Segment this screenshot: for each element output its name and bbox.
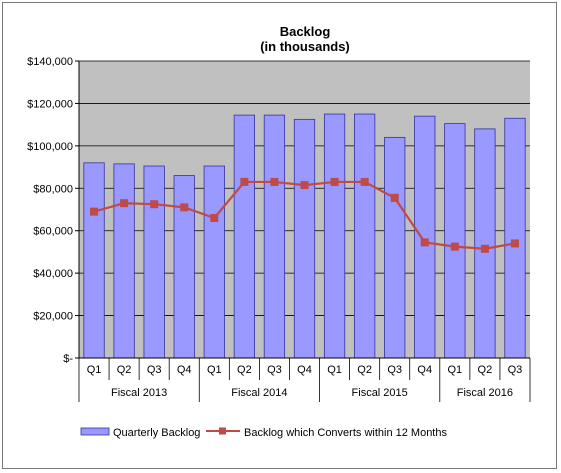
y-tick-label: $40,000 — [33, 268, 73, 280]
x-tick-label: Q2 — [237, 364, 252, 376]
bar-quarterly-backlog — [354, 113, 376, 359]
point-backlog-converts — [330, 177, 339, 186]
legend-label-backlog-converts: Backlog which Converts within 12 Months — [244, 427, 447, 439]
x-tick-label: Q1 — [327, 364, 342, 376]
bar-quarterly-backlog — [173, 175, 195, 359]
point-backlog-converts — [450, 242, 459, 251]
point-backlog-converts — [120, 199, 129, 208]
point-backlog-converts — [180, 203, 189, 212]
y-tick-label: $80,000 — [33, 183, 73, 195]
bar-quarterly-backlog — [143, 165, 165, 359]
bar-quarterly-backlog — [263, 114, 286, 359]
y-tick-label: $60,000 — [33, 226, 73, 238]
axes — [78, 61, 530, 359]
bar-quarterly-backlog — [293, 118, 316, 359]
bar-quarterly-backlog — [233, 114, 255, 359]
x-tick-label: Q4 — [297, 364, 312, 376]
point-backlog-converts — [510, 239, 519, 248]
y-axis-ticks: $- $20,000 $40,000 $60,000 $80,000 $100,000 $1… — [27, 56, 79, 365]
point-backlog-converts — [480, 244, 489, 253]
x-group-label: Fiscal 2014 — [231, 387, 287, 399]
x-tick-label: Q2 — [357, 364, 372, 376]
x-tick-label: Q1 — [87, 364, 102, 376]
x-tick-label: Q2 — [478, 364, 493, 376]
x-tick-label: Q3 — [267, 364, 282, 376]
y-tick-label: $20,000 — [33, 311, 73, 323]
x-group-label: Fiscal 2013 — [111, 387, 167, 399]
point-backlog-converts — [270, 177, 279, 186]
x-tick-label: Q3 — [508, 364, 523, 376]
bar-quarterly-backlog — [474, 128, 496, 359]
x-group-label: Fiscal 2016 — [457, 387, 513, 399]
point-backlog-converts — [150, 200, 159, 209]
legend-marker-backlog-converts — [219, 427, 226, 435]
bar-quarterly-backlog — [384, 136, 406, 359]
chart-title: Backlog — [280, 24, 331, 39]
bar-series — [83, 113, 526, 359]
bar-quarterly-backlog — [323, 113, 346, 359]
bar-quarterly-backlog — [444, 123, 466, 359]
point-backlog-converts — [390, 193, 399, 202]
point-backlog-converts — [300, 181, 309, 190]
y-tick-label: $- — [63, 353, 73, 365]
y-tick-label: $100,000 — [27, 141, 73, 153]
x-tick-label: Q2 — [117, 364, 132, 376]
x-tick-label: Q3 — [147, 364, 162, 376]
bar-quarterly-backlog — [203, 165, 225, 359]
x-group-label: Fiscal 2015 — [352, 387, 408, 399]
bar-quarterly-backlog — [83, 162, 105, 359]
point-backlog-converts — [420, 238, 429, 247]
x-tick-label: Q1 — [447, 364, 462, 376]
y-tick-label: $120,000 — [27, 98, 73, 110]
bar-quarterly-backlog — [504, 117, 526, 359]
x-axis-ticks: Q1 Q2 Q3 Q4 Q1 Q2 Q3 Q4 Q1 Q2 Q3 Q4 Q1 Q2 Q3 Fiscal 201… — [78, 358, 531, 402]
legend: Quarterly Backlog Backlog which Converts… — [80, 427, 447, 439]
x-tick-label: Q4 — [417, 364, 432, 376]
bar-quarterly-backlog — [414, 115, 436, 359]
point-backlog-converts — [90, 207, 99, 216]
point-backlog-converts — [360, 177, 369, 186]
line-series — [90, 177, 519, 253]
point-backlog-converts — [240, 177, 249, 186]
chart-subtitle: (in thousands) — [260, 39, 350, 54]
legend-swatch-quarterly-backlog — [80, 427, 110, 436]
point-backlog-converts — [210, 213, 219, 222]
x-tick-label: Q4 — [177, 364, 192, 376]
bar-quarterly-backlog — [113, 163, 135, 359]
x-tick-label: Q1 — [207, 364, 222, 376]
x-tick-label: Q3 — [387, 364, 402, 376]
y-tick-label: $140,000 — [27, 56, 73, 68]
legend-label-quarterly-backlog: Quarterly Backlog — [113, 427, 200, 439]
